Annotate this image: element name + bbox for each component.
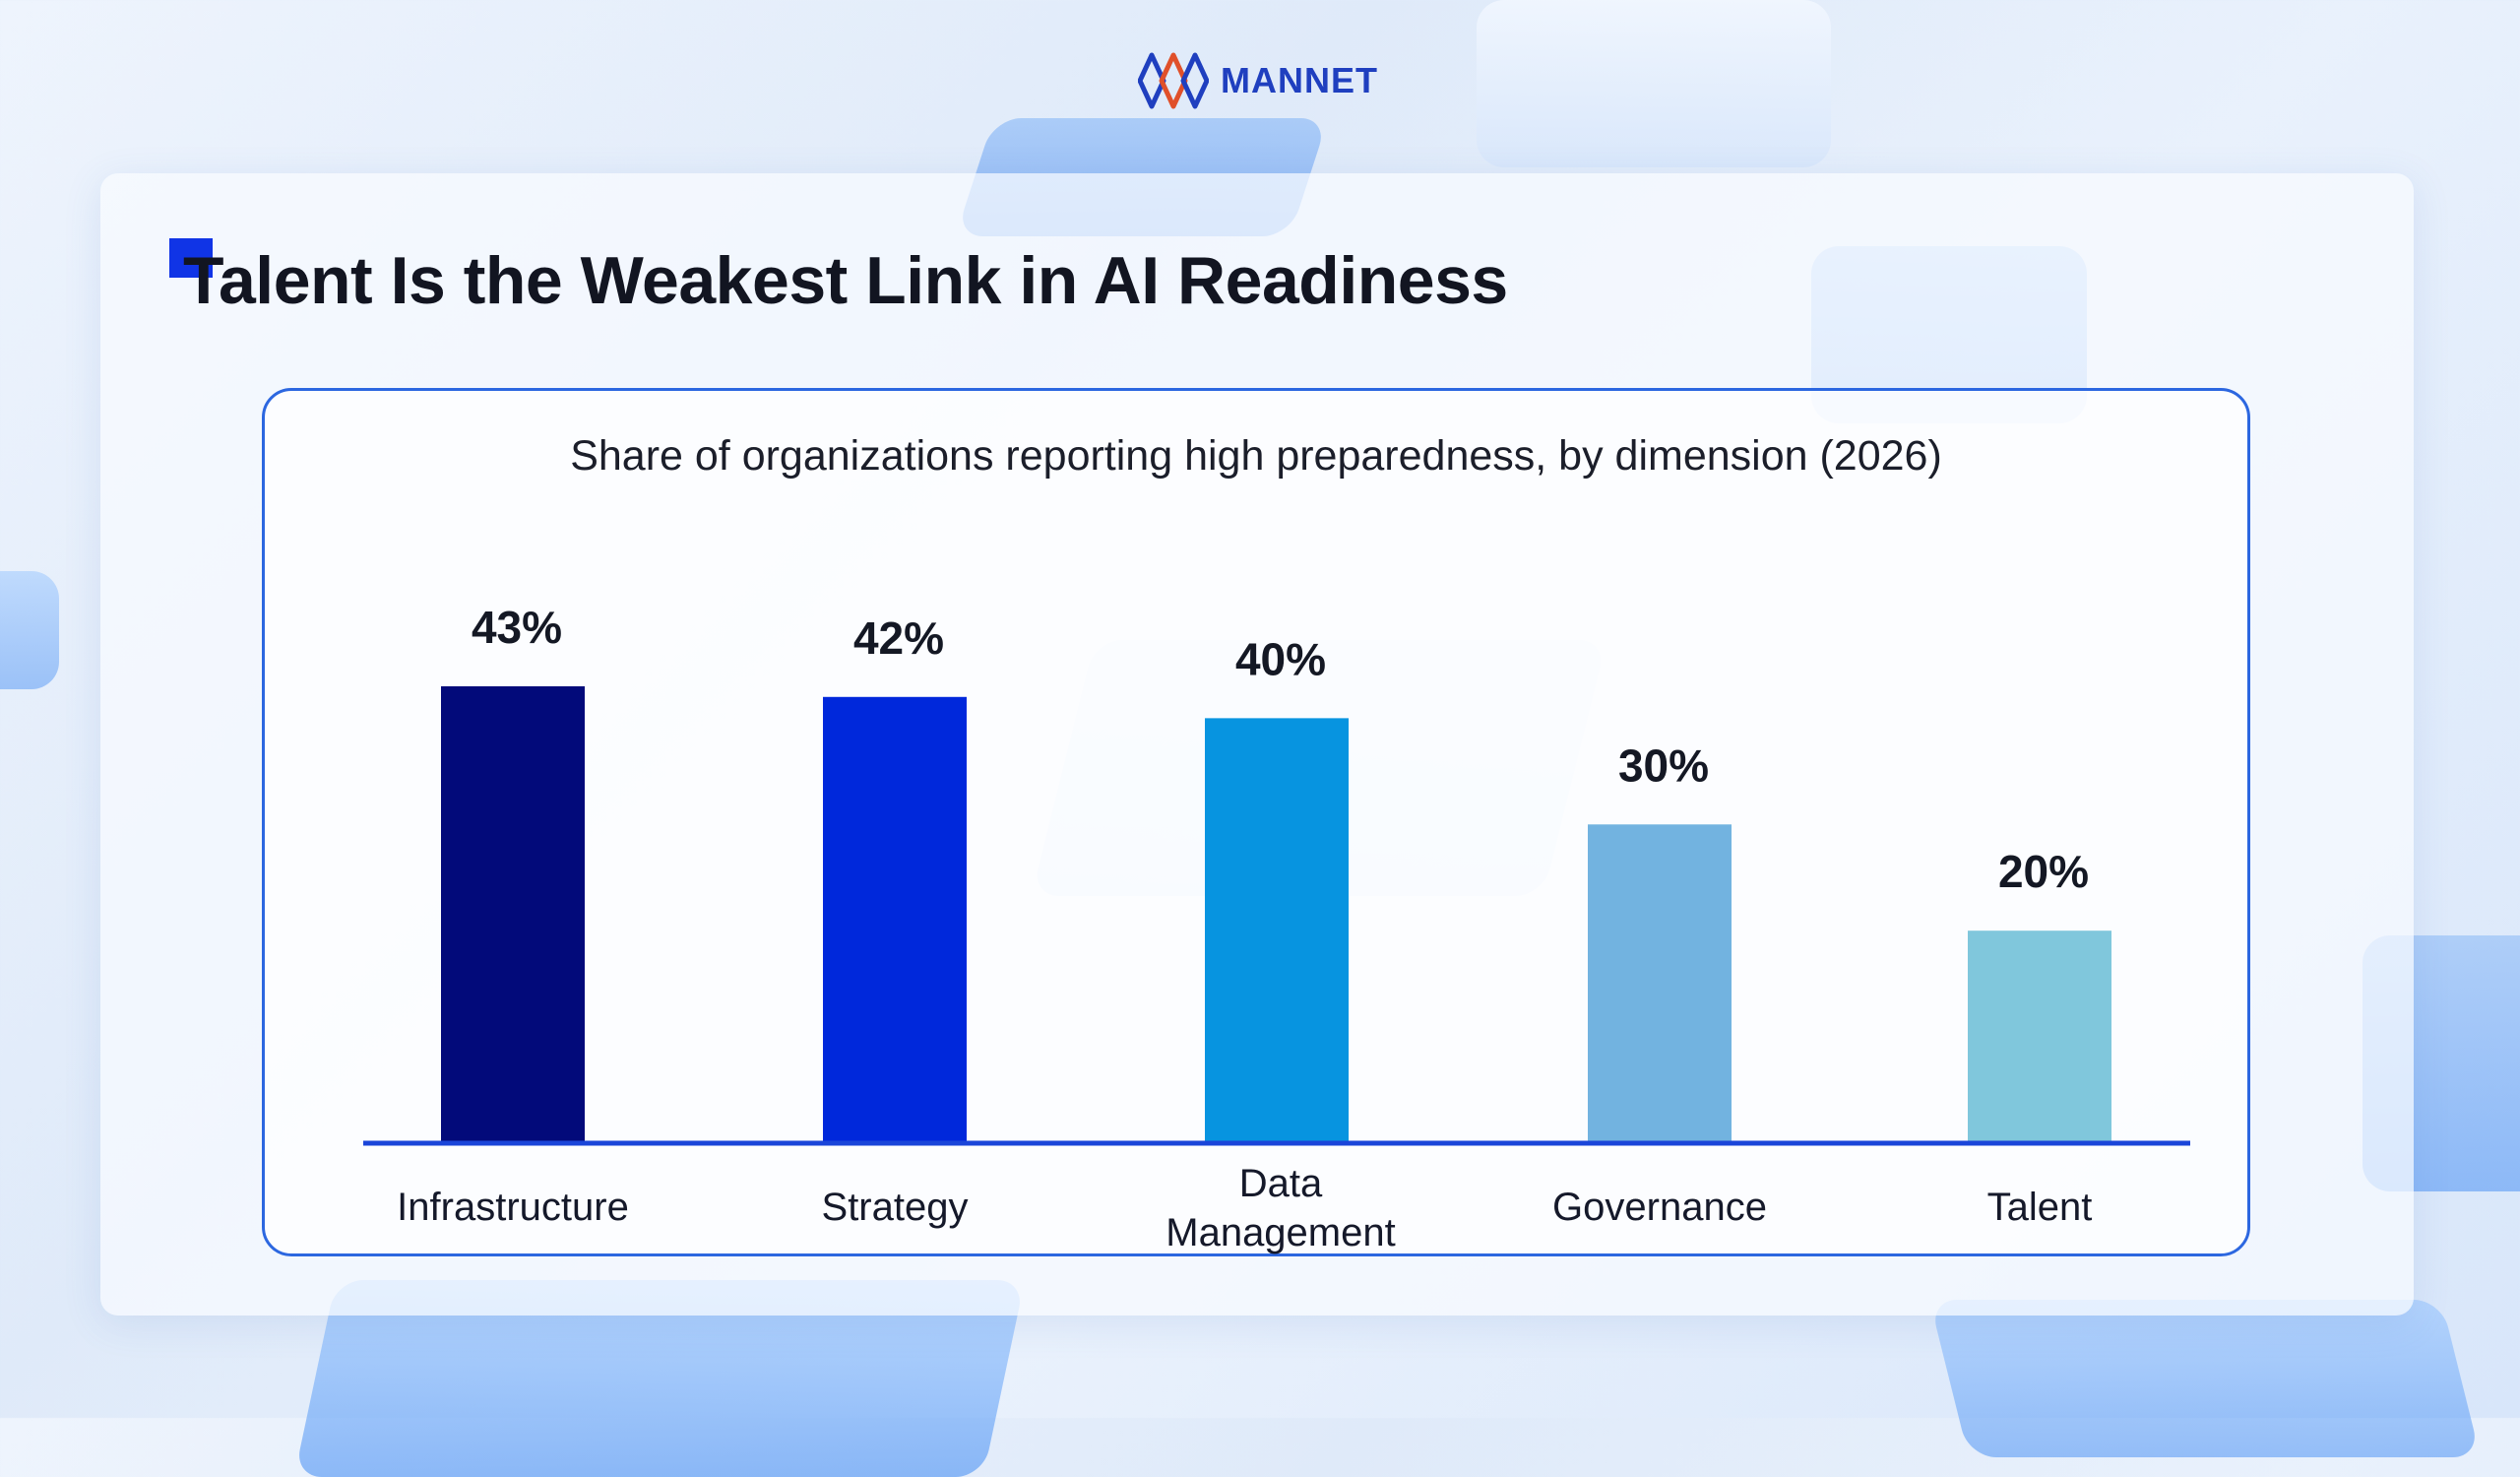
category-label-line: Data bbox=[1239, 1162, 1323, 1205]
background-shape bbox=[0, 571, 59, 689]
mannet-logo-icon bbox=[1138, 52, 1209, 109]
category-label: Data Management bbox=[1166, 1162, 1395, 1254]
slide-title: Talent Is the Weakest Link in AI Readine… bbox=[183, 243, 1508, 318]
bar-chart: 43% Infrastructure 42% Strategy 40% Data Manag… bbox=[363, 602, 2190, 1254]
category-label: Infrastructure bbox=[397, 1186, 629, 1229]
category-label-line: Management bbox=[1166, 1211, 1395, 1254]
bar-governance bbox=[1588, 824, 1732, 1143]
category-label: Strategy bbox=[822, 1186, 969, 1229]
bar-value-label: 40% bbox=[1235, 633, 1326, 684]
brand-name: MANNET bbox=[1221, 60, 1378, 100]
brand-logo: MANNET bbox=[1138, 45, 1378, 116]
background-shape bbox=[1929, 1300, 2481, 1457]
bar-value-label: 30% bbox=[1618, 739, 1709, 791]
bar-talent bbox=[1968, 931, 2111, 1143]
bar-value-label: 43% bbox=[472, 602, 562, 653]
chart-card: Share of organizations reporting high pr… bbox=[262, 388, 2250, 1256]
bar-strategy bbox=[823, 696, 967, 1143]
bar-value-label: 42% bbox=[853, 612, 944, 664]
content-panel: Talent Is the Weakest Link in AI Readine… bbox=[100, 173, 2414, 1316]
chart-title: Share of organizations reporting high pr… bbox=[570, 432, 1942, 480]
title-accent-square bbox=[169, 238, 213, 278]
bar-infrastructure bbox=[441, 686, 585, 1143]
bar-data-management bbox=[1205, 718, 1349, 1143]
category-label: Governance bbox=[1552, 1186, 1767, 1229]
background-shape bbox=[1477, 0, 1831, 167]
category-label: Talent bbox=[1987, 1186, 2093, 1229]
bar-value-label: 20% bbox=[1998, 846, 2089, 897]
